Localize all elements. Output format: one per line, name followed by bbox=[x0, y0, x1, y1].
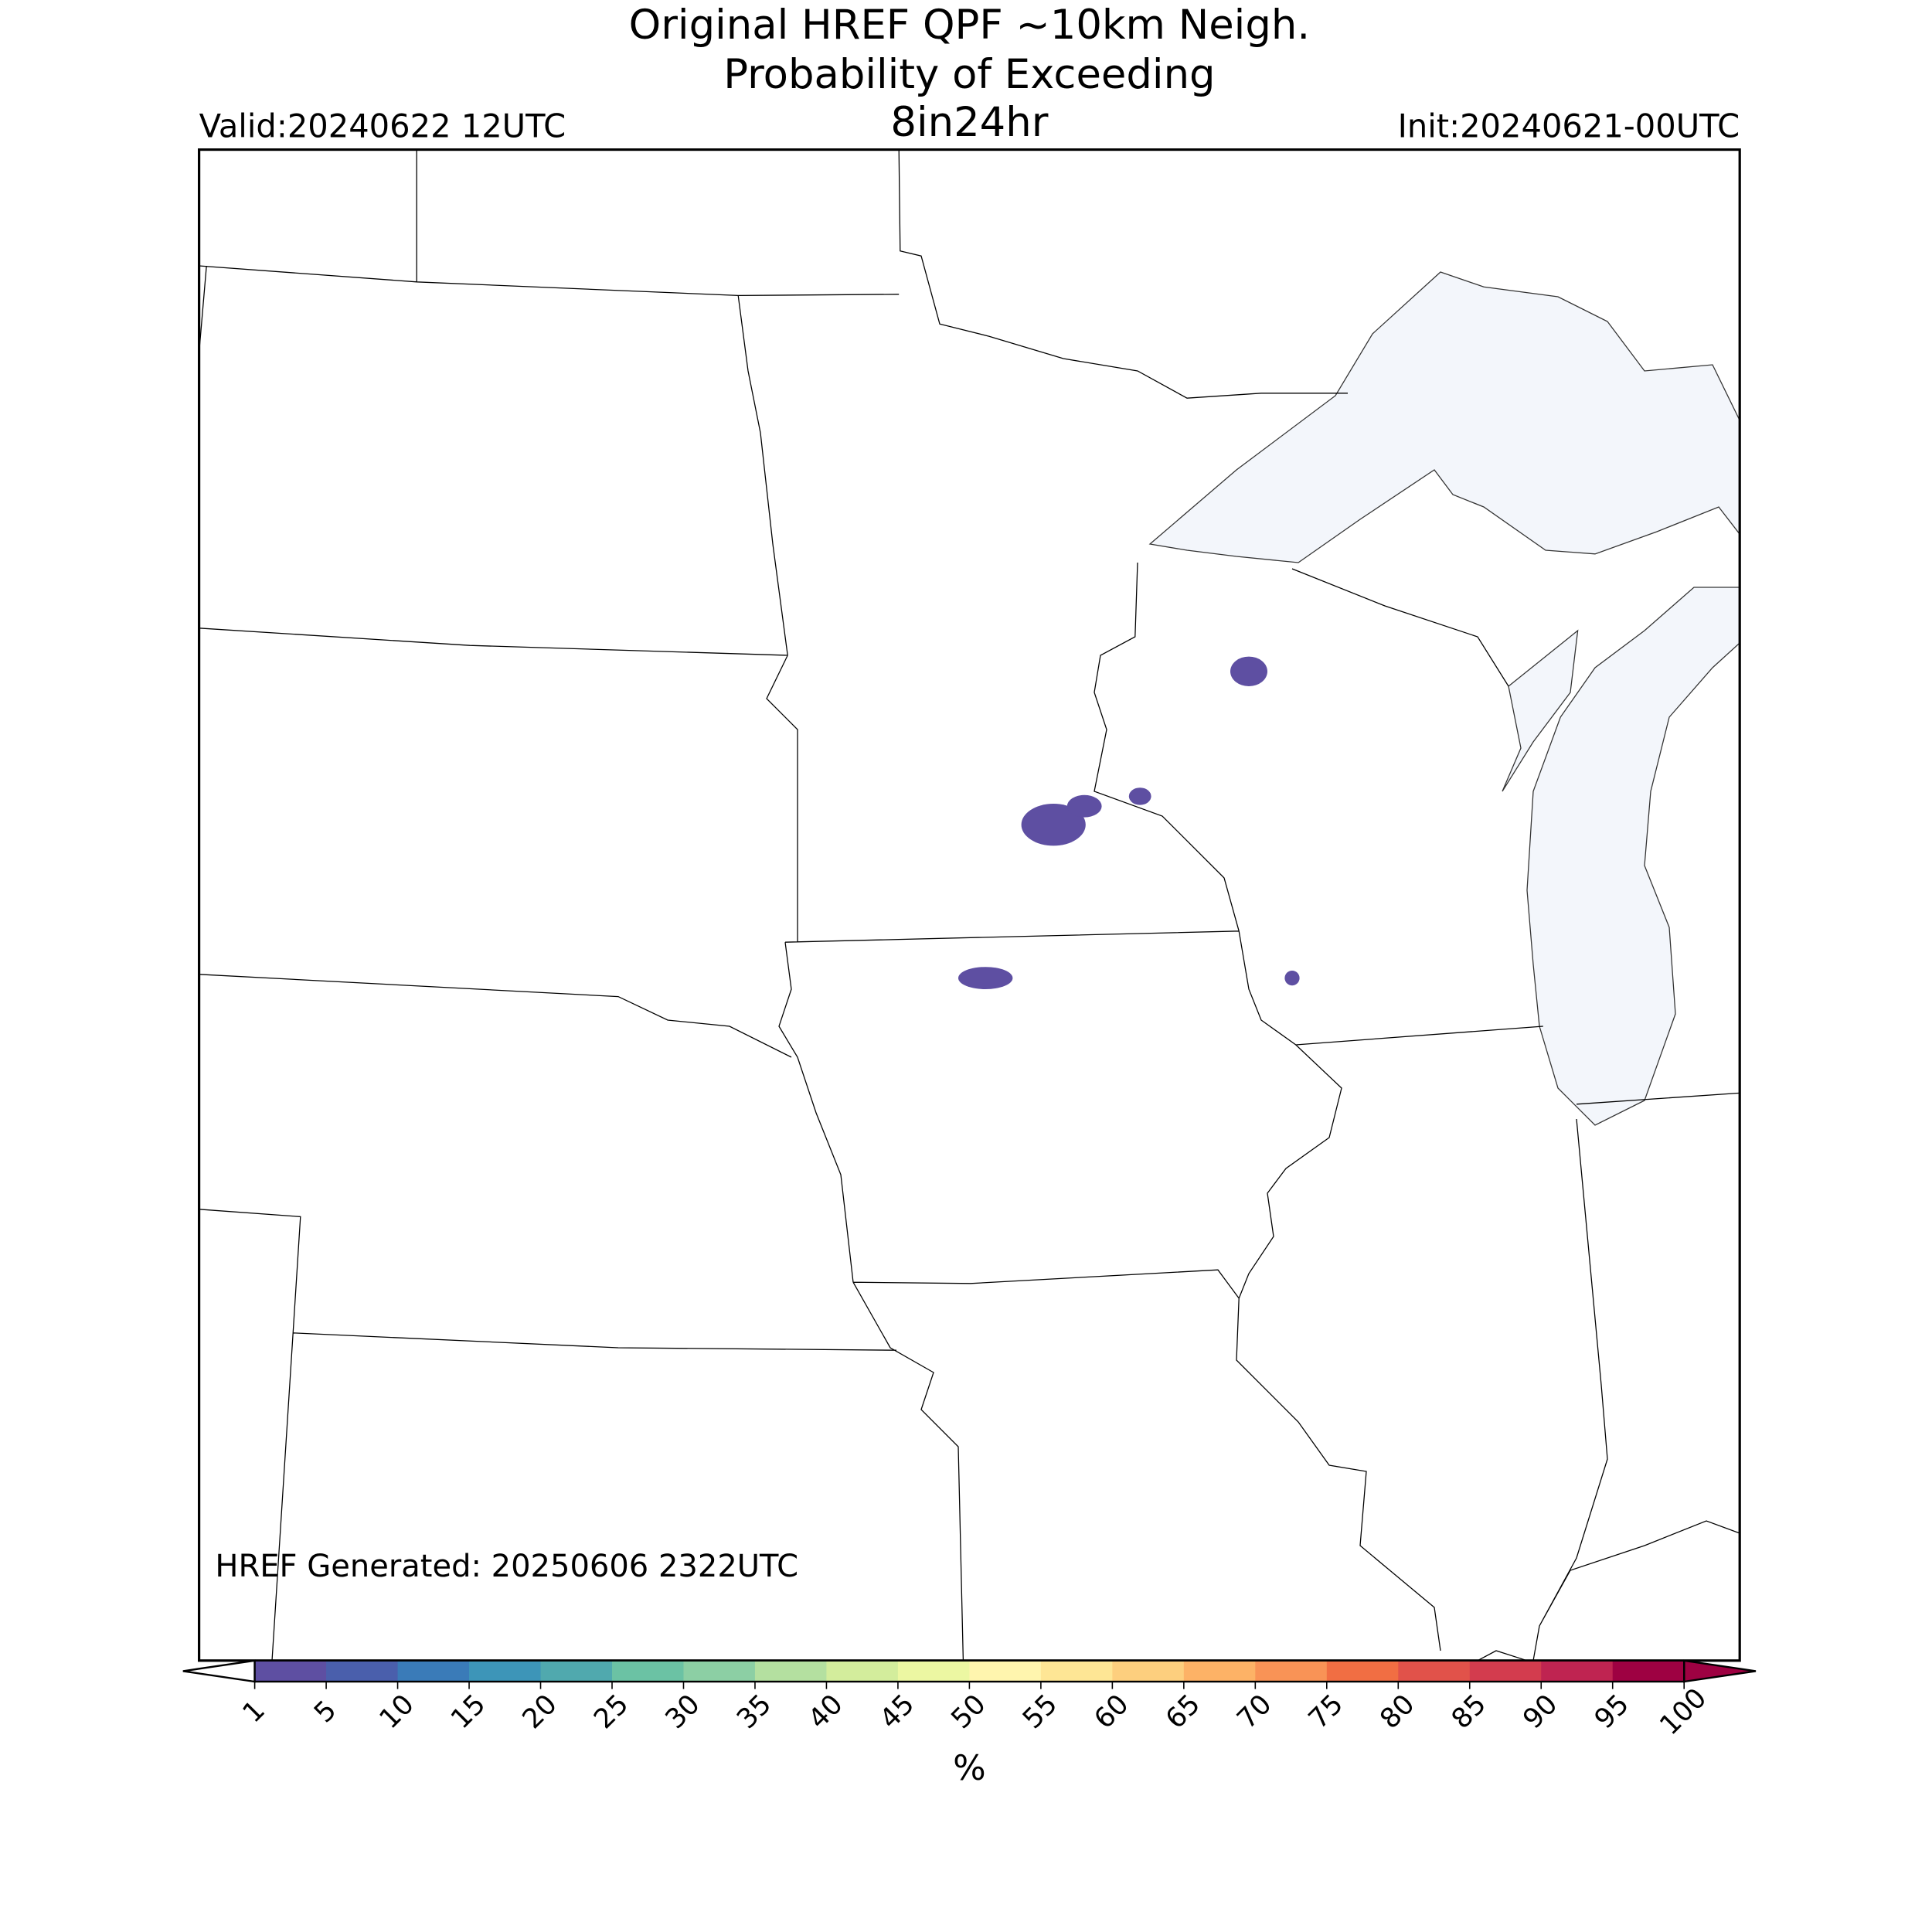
colorbar-segment bbox=[1112, 1660, 1185, 1682]
colorbar-segment bbox=[1183, 1660, 1257, 1682]
lake-superior bbox=[1148, 271, 1740, 563]
colorbar-tick-label: 90 bbox=[1517, 1689, 1564, 1736]
colorbar-tick-label: 40 bbox=[802, 1689, 849, 1736]
colorbar-tick-label: 80 bbox=[1374, 1689, 1421, 1736]
colorbar-segment bbox=[540, 1660, 613, 1682]
title-line: Original HREF QPF ~10km Neigh. bbox=[629, 2, 1310, 49]
colorbar-segment bbox=[754, 1660, 828, 1682]
map bbox=[198, 148, 1741, 1662]
colorbar-segment bbox=[1612, 1660, 1685, 1682]
colorbar-segment bbox=[969, 1660, 1042, 1682]
colorbar-under bbox=[182, 1659, 256, 1683]
colorbar-tick-label: 35 bbox=[731, 1689, 778, 1736]
colorbar-tick-label: 60 bbox=[1088, 1689, 1135, 1736]
colorbar-tick-label: 70 bbox=[1231, 1689, 1278, 1736]
colorbar-segment bbox=[326, 1660, 399, 1682]
precip-area bbox=[1021, 804, 1086, 846]
colorbar-tick-label: 95 bbox=[1588, 1689, 1635, 1736]
colorbar-tick-label: 55 bbox=[1016, 1689, 1063, 1736]
colorbar-segment bbox=[826, 1660, 899, 1682]
colorbar-tick-label: 20 bbox=[516, 1689, 563, 1736]
colorbar-segment bbox=[469, 1660, 542, 1682]
colorbar-tick-label: 10 bbox=[373, 1689, 420, 1736]
colorbar-tick-label: 1 bbox=[236, 1695, 271, 1730]
green-bay bbox=[1502, 629, 1579, 792]
colorbar-segment bbox=[1541, 1660, 1614, 1682]
colorbar-segment bbox=[683, 1660, 756, 1682]
colorbar-over bbox=[1683, 1659, 1757, 1683]
colorbar-tick-label: 100 bbox=[1654, 1682, 1713, 1741]
colorbar-tick-label: 50 bbox=[945, 1689, 992, 1736]
precip-area bbox=[1128, 787, 1151, 805]
precip-area bbox=[1066, 794, 1102, 818]
colorbar-segment bbox=[1398, 1660, 1471, 1682]
colorbar-tick-label: 25 bbox=[588, 1689, 635, 1736]
colorbar-tick-label: 30 bbox=[659, 1689, 706, 1736]
title-line: Probability of Exceeding bbox=[723, 51, 1215, 98]
precip-area bbox=[1230, 656, 1267, 686]
colorbar-segment bbox=[1326, 1660, 1400, 1682]
colorbar-label: % bbox=[953, 1747, 986, 1788]
colorbar-tick-label: 85 bbox=[1445, 1689, 1492, 1736]
title-line: 8in24hr bbox=[890, 99, 1048, 146]
colorbar-tick-label: 5 bbox=[308, 1695, 343, 1730]
colorbar-segment bbox=[1469, 1660, 1543, 1682]
colorbar-segment bbox=[897, 1660, 971, 1682]
colorbar-tick-label: 45 bbox=[874, 1689, 921, 1736]
lake-michigan bbox=[1526, 587, 1740, 1126]
colorbar-segment bbox=[1255, 1660, 1328, 1682]
colorbar-tick-label: 65 bbox=[1159, 1689, 1206, 1736]
generated-note: HREF Generated: 20250606 2322UTC bbox=[215, 1549, 798, 1584]
colorbar: 1 5 10 15 20 25 30 35 40 45 50 55 60 65 70 75 80 85 90 95 10… bbox=[182, 1659, 1757, 1741]
colorbar-segment bbox=[1040, 1660, 1114, 1682]
colorbar-tick-label: 75 bbox=[1302, 1689, 1349, 1736]
valid-time: Valid:20240622 12UTC bbox=[199, 107, 566, 145]
borders bbox=[198, 149, 1740, 1662]
precip-area bbox=[1284, 971, 1300, 986]
precip-area bbox=[958, 967, 1013, 989]
colorbar-segment bbox=[397, 1660, 470, 1682]
colorbar-tick-label: 15 bbox=[445, 1689, 492, 1736]
init-time: Init:20240621-00UTC bbox=[1398, 107, 1740, 145]
colorbar-segment bbox=[612, 1660, 685, 1682]
colorbar-segment bbox=[254, 1660, 327, 1682]
